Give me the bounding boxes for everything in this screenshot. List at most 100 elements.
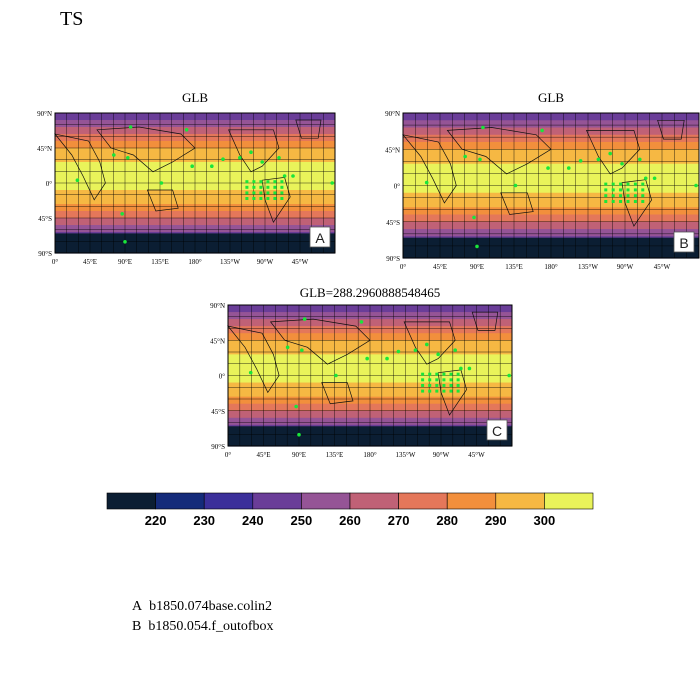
lon-tick-label: 135°W [220,258,240,266]
lon-tick-label: 135°W [578,263,598,271]
coastline [54,133,106,201]
lat-tick-label: 90°S [211,443,225,451]
station-marker [273,191,277,195]
coastline [621,179,652,227]
station-marker [277,156,281,160]
station-marker [633,182,637,186]
station-marker [128,125,133,129]
station-marker [120,212,124,216]
station-marker [459,366,463,371]
lon-tick-label: 45°E [83,258,97,266]
warm-region [259,365,311,380]
station-marker [652,176,657,181]
station-marker [478,157,482,162]
station-marker [619,194,623,198]
station-marker [245,197,249,200]
colorbar-segment [544,492,594,510]
station-marker [294,404,298,409]
coastline [585,130,641,175]
station-marker [252,197,256,200]
station-marker [252,180,256,184]
panel-label-box [486,419,508,441]
station-marker [297,432,301,437]
colorbar-segment [203,492,254,510]
panel-c-title: GLB=288.2960888548465 [299,285,441,300]
station-marker [449,378,453,382]
station-marker [259,197,263,200]
colorbar-segment [349,492,399,510]
station-marker [280,185,284,189]
station-marker [273,197,277,200]
station-marker [245,180,249,184]
lon-tick-label: 45°W [468,451,485,459]
station-marker [300,348,304,352]
station-marker [75,178,80,182]
lat-tick-label: 90°S [38,250,52,258]
station-marker [266,191,270,195]
station-marker [611,200,615,203]
lon-tick-label: 45°W [654,263,671,271]
station-marker [424,180,429,185]
station-marker [210,164,214,168]
lat-tick-label: 45°S [211,408,225,416]
lat-tick-label: 90°N [210,302,225,310]
colorbar-tick-label: 250 [291,513,313,528]
lon-tick-label: 0° [225,451,232,459]
lon-tick-label: 90°E [470,263,484,271]
station-marker [456,372,460,376]
station-marker [633,188,637,192]
station-marker [421,372,425,376]
station-marker [507,373,511,378]
station-marker [604,182,608,186]
colorbar-tick-label: 300 [534,513,556,528]
colorbar-segment [252,492,302,510]
station-marker [641,188,645,192]
station-marker [396,349,401,354]
lat-tick-label: 45°S [38,215,52,223]
station-marker [442,383,446,387]
coastline [96,126,196,173]
station-marker [385,356,389,361]
coastline [500,192,534,215]
warm-region [556,171,617,186]
panel-label: C [492,423,502,439]
station-marker [641,194,645,198]
station-marker [442,372,446,376]
station-marker [611,194,615,198]
station-marker [190,164,194,168]
station-marker [436,352,440,357]
map-panel-b: B90°N45°N0°45°S90°S0° 45°E 90°E 135°E 180° 13… [385,110,700,271]
station-marker [282,174,287,178]
panel-b-title: GLB [538,90,564,105]
station-marker [463,154,467,159]
station-marker [428,378,432,382]
lon-tick-label: 45°E [256,451,270,459]
figure-title: TS [60,8,84,30]
station-marker [428,372,432,376]
warm-region [200,169,257,183]
station-marker [273,180,277,184]
station-marker [578,159,583,163]
lon-tick-label: 0° [400,263,407,271]
panel-label: A [315,230,325,246]
lon-tick-label: 90°E [292,451,306,459]
lon-tick-label: 180° [188,258,202,266]
station-marker [249,150,253,154]
coastline [295,119,322,139]
station-marker [619,182,623,186]
station-marker [266,180,270,184]
station-marker [626,188,630,192]
station-marker [633,194,637,198]
station-marker [291,174,295,178]
station-marker [456,389,460,393]
station-marker [259,180,263,184]
station-marker [421,389,425,393]
station-marker [266,185,270,189]
station-marker [266,197,270,200]
lon-tick-label: 90°W [257,258,274,266]
station-marker [428,383,432,387]
coastline [261,177,291,223]
lat-tick-label: 0° [219,373,226,381]
